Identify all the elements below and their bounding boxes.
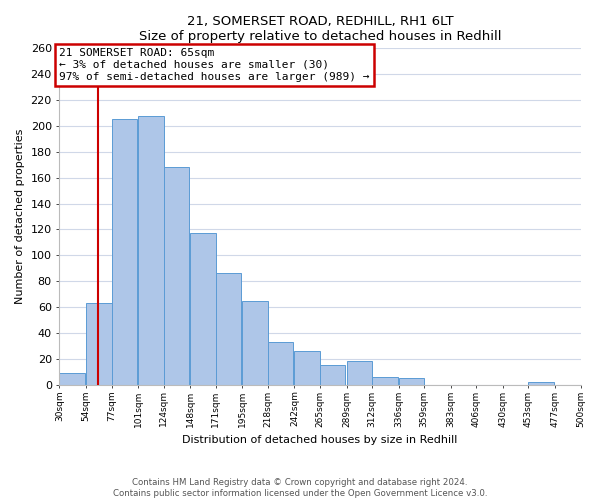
Bar	[268, 342, 293, 384]
Bar	[138, 116, 164, 384]
X-axis label: Distribution of detached houses by size in Redhill: Distribution of detached houses by size …	[182, 435, 458, 445]
Bar	[295, 351, 320, 384]
Bar	[190, 234, 216, 384]
Text: 21 SOMERSET ROAD: 65sqm
← 3% of detached houses are smaller (30)
97% of semi-det: 21 SOMERSET ROAD: 65sqm ← 3% of detached…	[59, 48, 370, 82]
Bar	[242, 300, 268, 384]
Bar	[372, 377, 398, 384]
Bar	[164, 168, 189, 384]
Bar	[320, 366, 346, 384]
Bar	[112, 120, 137, 384]
Text: Contains HM Land Registry data © Crown copyright and database right 2024.
Contai: Contains HM Land Registry data © Crown c…	[113, 478, 487, 498]
Bar	[86, 303, 112, 384]
Bar	[347, 362, 372, 384]
Bar	[529, 382, 554, 384]
Y-axis label: Number of detached properties: Number of detached properties	[15, 129, 25, 304]
Bar	[398, 378, 424, 384]
Bar	[216, 274, 241, 384]
Title: 21, SOMERSET ROAD, REDHILL, RH1 6LT
Size of property relative to detached houses: 21, SOMERSET ROAD, REDHILL, RH1 6LT Size…	[139, 15, 501, 43]
Bar	[59, 373, 85, 384]
